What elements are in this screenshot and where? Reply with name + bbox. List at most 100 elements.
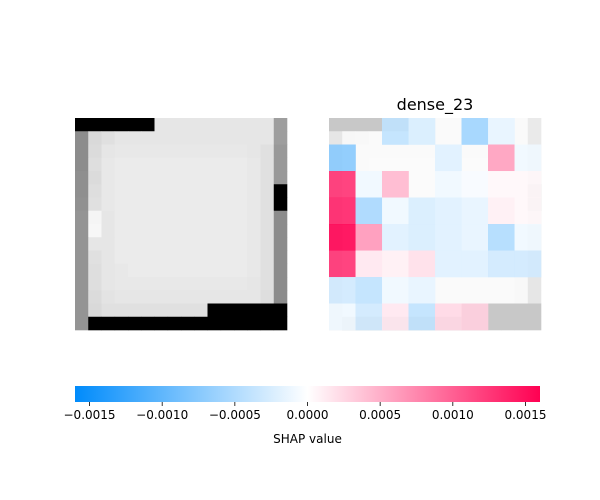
- input-pixel: [75, 144, 89, 159]
- shap-cell: [461, 171, 489, 198]
- shap-cell: [382, 250, 409, 278]
- shap-cell: [329, 197, 356, 225]
- input-pixel: [220, 118, 235, 132]
- input-pixel: [75, 210, 89, 225]
- colorbar: −0.0015 −0.0010 −0.0005 0.0000 0.0005 0.0010 0…: [64, 386, 546, 422]
- input-pixel: [101, 118, 116, 132]
- input-pixel: [207, 210, 222, 225]
- shap-cell: [488, 118, 515, 145]
- background-pixel: [342, 118, 356, 132]
- input-pixel: [207, 157, 222, 172]
- shap-cell: [488, 224, 515, 251]
- shap-cell: [488, 304, 515, 331]
- input-pixel: [75, 316, 89, 331]
- input-pixel: [128, 263, 142, 278]
- input-pixel: [247, 171, 261, 185]
- shap-cell: [462, 277, 489, 304]
- background-pixel: [421, 157, 436, 172]
- input-pixel: [101, 303, 116, 318]
- background-pixel: [474, 157, 489, 172]
- input-pixel: [181, 237, 195, 251]
- input-pixel: [247, 144, 261, 159]
- shap-cell: [329, 118, 356, 145]
- shap-cell: [408, 197, 436, 225]
- shap-cell: [435, 118, 462, 145]
- shap-cell: [435, 171, 462, 198]
- shap-cell: [408, 277, 436, 304]
- input-pixel: [101, 290, 116, 304]
- input-pixel: [234, 263, 248, 278]
- input-pixel: [207, 316, 222, 331]
- input-pixel: [207, 184, 222, 198]
- input-pixel: [167, 210, 182, 225]
- input-pixel: [247, 237, 261, 251]
- background-pixel: [355, 131, 370, 145]
- input-pixel: [167, 157, 182, 172]
- input-pixel: [88, 118, 102, 132]
- input-pixel: [128, 210, 142, 225]
- colorbar-tick-label: 0.0015: [504, 408, 546, 422]
- background-pixel: [368, 131, 383, 145]
- shap-cell: [488, 250, 515, 278]
- input-pixel: [194, 277, 208, 291]
- input-pixel: [154, 263, 169, 278]
- input-pixel: [154, 303, 169, 318]
- background-pixel: [527, 131, 542, 145]
- background-pixel: [461, 290, 476, 304]
- input-pixel: [154, 144, 169, 159]
- input-pixel: [260, 144, 275, 159]
- shap-cell: [488, 197, 515, 225]
- background-pixel: [448, 118, 462, 132]
- input-pixel: [260, 118, 275, 132]
- input-pixel: [101, 316, 116, 331]
- input-pixel: [141, 118, 155, 132]
- input-pixel: [88, 131, 102, 145]
- background-pixel: [514, 290, 529, 304]
- input-pixel: [101, 210, 116, 225]
- input-pixel: [75, 197, 89, 212]
- input-pixel: [88, 290, 102, 304]
- input-pixel: [114, 184, 129, 198]
- input-pixel: [154, 197, 169, 212]
- background-pixel: [421, 144, 436, 159]
- shap-cell: [461, 250, 489, 278]
- shap-cell: [514, 250, 542, 278]
- shap-cell: [382, 145, 409, 172]
- input-pixel: [247, 290, 261, 304]
- input-pixel: [234, 250, 248, 265]
- background-pixel: [501, 290, 515, 304]
- input-pixel: [167, 171, 182, 185]
- input-image-panel: [75, 118, 288, 331]
- background-pixel: [514, 118, 529, 132]
- background-pixel: [527, 316, 542, 331]
- input-pixel: [167, 131, 182, 145]
- input-pixel: [75, 290, 89, 304]
- input-pixel: [141, 210, 155, 225]
- input-pixel: [101, 277, 116, 291]
- input-pixel: [273, 237, 288, 251]
- background-pixel: [368, 118, 383, 132]
- input-pixel: [114, 171, 129, 185]
- background-pixel: [514, 131, 529, 145]
- background-pixel: [408, 184, 423, 198]
- input-pixel: [128, 144, 142, 159]
- input-pixel: [128, 171, 142, 185]
- input-pixel: [181, 197, 195, 212]
- shap-cell: [355, 277, 383, 304]
- input-pixel: [167, 118, 182, 132]
- input-pixel: [88, 144, 102, 159]
- input-pixel: [234, 277, 248, 291]
- input-pixel: [75, 184, 89, 198]
- shap-cell: [329, 303, 356, 331]
- input-pixel: [260, 290, 275, 304]
- input-pixel: [273, 157, 288, 172]
- input-pixel: [167, 144, 182, 159]
- input-pixel: [101, 263, 116, 278]
- input-pixel: [273, 210, 288, 225]
- input-pixel: [207, 237, 222, 251]
- input-pixel: [114, 277, 129, 291]
- input-pixel: [207, 144, 222, 159]
- input-pixel: [181, 118, 195, 132]
- shap-cell: [408, 118, 436, 145]
